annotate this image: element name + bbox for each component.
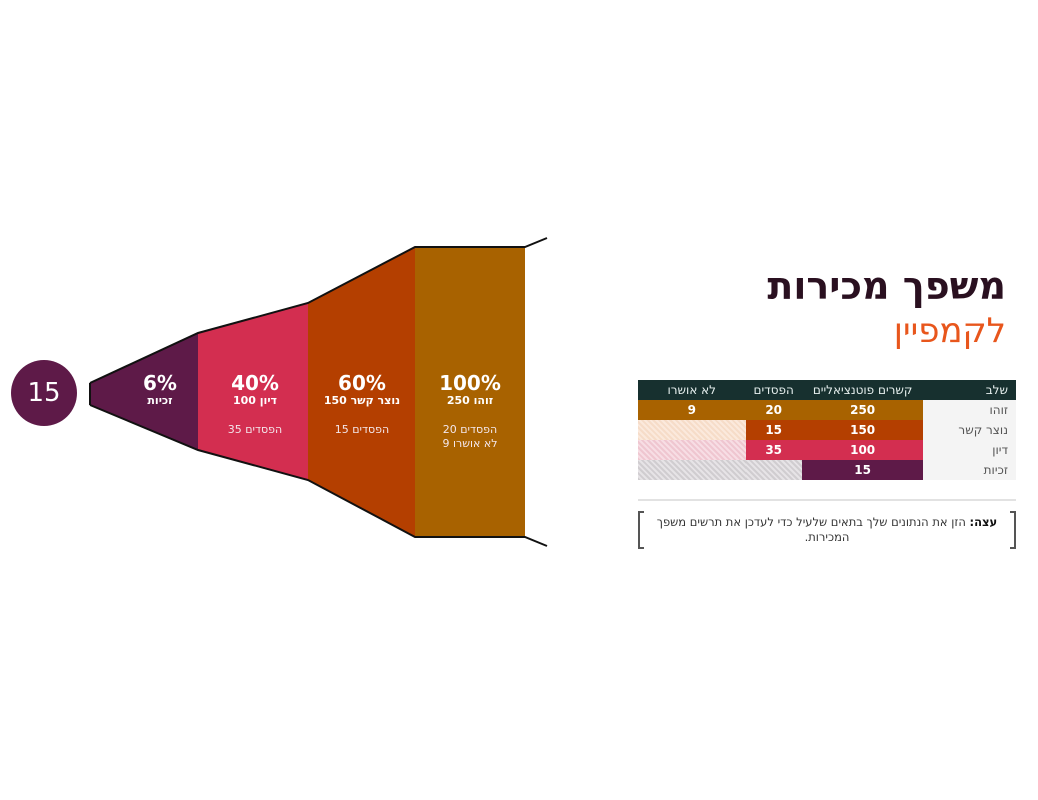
result-circle — [11, 360, 77, 426]
cell-losses[interactable] — [745, 460, 802, 480]
cell-not-approved[interactable] — [638, 440, 746, 460]
funnel-outline-bottom — [89, 404, 548, 547]
cell-stage[interactable]: נוצר קשר — [923, 420, 1016, 440]
cell-not-approved[interactable] — [638, 420, 746, 440]
cell-stage[interactable]: זוהו — [923, 400, 1016, 420]
page-title: משפך מכירות לקמפיין — [767, 262, 1006, 352]
title-sub: לקמפיין — [893, 311, 1006, 351]
table-header-row: שלב קשרים פוטנציאליים הפסדים לא אושרו — [638, 380, 1016, 400]
stage-label-contacted: 60% נוצר קשר 150 הפסדים 15 — [323, 371, 401, 436]
header-stage: שלב — [923, 380, 1016, 400]
table-row: נוצר קשר 150 15 — [638, 420, 1016, 440]
funnel-segment-identified — [415, 247, 525, 537]
table-row: דיון 100 35 — [638, 440, 1016, 460]
cell-not-approved[interactable] — [638, 460, 746, 480]
bracket-right — [1010, 511, 1016, 549]
tip-text: הזן את הנתונים שלך בתאים שלעיל כדי לעדכן… — [656, 515, 966, 544]
result-value: 15 — [27, 378, 61, 408]
cell-potential[interactable]: 250 — [801, 400, 924, 420]
cell-potential[interactable]: 150 — [801, 420, 924, 440]
title-main: משפך מכירות — [767, 264, 1006, 308]
bracket-left — [638, 511, 644, 549]
cell-stage[interactable]: זכיות — [923, 460, 1016, 480]
funnel-outline-top — [89, 237, 548, 384]
cell-potential[interactable]: 100 — [801, 440, 924, 460]
cell-not-approved[interactable]: 9 — [638, 400, 746, 420]
table-row: זכיות 15 — [638, 460, 1016, 480]
tip-box: עצה: הזן את הנתונים שלך בתאים שלעיל כדי … — [640, 511, 1014, 549]
funnel-segment-contacted — [308, 247, 415, 537]
cell-losses[interactable]: 35 — [745, 440, 802, 460]
stage-label-won: 6% זכיות — [143, 371, 177, 407]
cell-losses[interactable]: 20 — [745, 400, 802, 420]
table-row: זוהו 250 20 9 — [638, 400, 1016, 420]
stage-label-discussion: 40% דיון 100 הפסדים 35 — [227, 371, 283, 436]
cell-losses[interactable]: 15 — [745, 420, 802, 440]
tip-label: עצה: — [969, 515, 998, 529]
header-potential: קשרים פוטנציאליים — [801, 380, 924, 400]
stage-label-identified: 100% זוהו 250 הפסדים 20 לא אושרו 9 — [439, 371, 501, 450]
funnel-data-table: שלב קשרים פוטנציאליים הפסדים לא אושרו זו… — [638, 380, 1016, 480]
cell-stage[interactable]: דיון — [923, 440, 1016, 460]
divider — [638, 499, 1016, 501]
cell-potential[interactable]: 15 — [801, 460, 924, 480]
header-not-approved: לא אושרו — [638, 380, 746, 400]
header-losses: הפסדים — [745, 380, 802, 400]
funnel-segment-discussion — [198, 303, 308, 480]
funnel-segment-won — [90, 333, 198, 450]
